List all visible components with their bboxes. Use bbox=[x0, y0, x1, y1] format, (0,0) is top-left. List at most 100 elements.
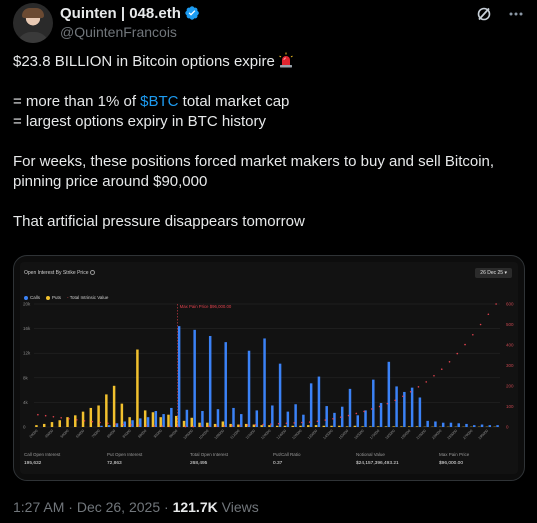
put-bar bbox=[384, 426, 388, 427]
call-bar bbox=[457, 423, 460, 427]
police-siren-emoji bbox=[279, 52, 293, 68]
put-bar bbox=[174, 415, 178, 427]
author-name-row: Quinten | 048.eth bbox=[60, 4, 200, 22]
put-bar bbox=[376, 426, 380, 427]
intrinsic-value-point bbox=[200, 425, 202, 428]
put-bar bbox=[42, 423, 46, 427]
tweet-media-image[interactable]: Open Interest By Strike Price 26 Dec 25 … bbox=[13, 255, 525, 481]
put-bar bbox=[314, 425, 318, 427]
author-avatar[interactable] bbox=[13, 3, 53, 43]
intrinsic-value-point bbox=[68, 418, 70, 420]
put-bar bbox=[283, 425, 287, 427]
intrinsic-value-point bbox=[192, 425, 195, 428]
intrinsic-value-point bbox=[99, 421, 101, 424]
intrinsic-value-point bbox=[285, 422, 288, 425]
verified-badge-icon bbox=[185, 6, 199, 20]
intrinsic-value-point bbox=[324, 419, 327, 421]
x-tick-label: 92000 bbox=[153, 429, 163, 439]
stat-label: Total Open Interest bbox=[190, 452, 229, 457]
put-bar bbox=[206, 422, 209, 427]
intrinsic-value-point bbox=[479, 323, 482, 326]
intrinsic-value-point bbox=[254, 424, 257, 426]
more-options-icon[interactable] bbox=[507, 5, 525, 23]
call-bar bbox=[278, 363, 282, 427]
x-tick-label: 84000 bbox=[122, 429, 132, 439]
intrinsic-value-point bbox=[308, 421, 311, 423]
call-bar bbox=[115, 423, 119, 427]
y-left-tick-label: 16k bbox=[23, 326, 31, 331]
intrinsic-value-point bbox=[231, 424, 233, 427]
intrinsic-value-point bbox=[347, 414, 350, 417]
call-bar bbox=[294, 404, 297, 427]
btc-cashtag-link[interactable]: $BTC bbox=[140, 93, 179, 110]
author-display-name[interactable]: Quinten | 048.eth bbox=[60, 4, 181, 22]
call-bar bbox=[449, 422, 453, 427]
y-right-tick-label: 400 bbox=[506, 343, 514, 348]
legend-calls-label: Calls bbox=[30, 295, 41, 300]
put-bar bbox=[221, 421, 225, 427]
put-bar bbox=[151, 412, 155, 427]
call-bar bbox=[170, 407, 173, 427]
call-bar bbox=[177, 326, 181, 427]
put-bar bbox=[361, 426, 364, 427]
call-bar bbox=[224, 342, 227, 427]
intrinsic-value-point bbox=[91, 420, 94, 423]
y-right-tick-label: 100 bbox=[506, 404, 514, 409]
intrinsic-value-point bbox=[138, 424, 140, 427]
date-selector[interactable]: 26 Dec 25 ▾ bbox=[475, 268, 512, 278]
put-bar bbox=[97, 405, 100, 427]
call-bar bbox=[348, 388, 352, 427]
call-bar bbox=[441, 422, 445, 427]
put-bar bbox=[66, 417, 69, 427]
x-tick-label: 108000 bbox=[214, 429, 225, 440]
y-left-tick-label: 20k bbox=[23, 302, 31, 307]
tweet-time[interactable]: 1:27 AM bbox=[13, 499, 65, 515]
legend-intrinsic-label: Total Intrinsic Value bbox=[69, 295, 109, 300]
tweet-header: Quinten | 048.eth @QuintenFrancois bbox=[13, 3, 525, 43]
put-bar bbox=[213, 423, 217, 427]
x-tick-label: 112000 bbox=[229, 429, 240, 440]
x-tick-label: 128000 bbox=[291, 429, 302, 440]
intrinsic-value-point bbox=[409, 390, 412, 393]
call-bar bbox=[107, 425, 111, 427]
open-interest-chart: Open Interest By Strike Price 26 Dec 25 … bbox=[20, 262, 518, 474]
put-bar bbox=[268, 425, 271, 427]
intrinsic-value-point bbox=[448, 361, 451, 363]
y-right-tick-label: 300 bbox=[506, 363, 514, 368]
meta-separator-2: · bbox=[164, 499, 169, 515]
intrinsic-value-point bbox=[60, 416, 62, 419]
intrinsic-value-point bbox=[402, 395, 404, 398]
chart-legend: Calls Puts - Total Intrinsic Value bbox=[24, 295, 108, 300]
y-right-tick-label: 600 bbox=[506, 302, 514, 307]
intrinsic-value-point bbox=[472, 333, 474, 336]
stat-1: Put Open Interest 72,863 bbox=[103, 450, 186, 474]
put-bar bbox=[392, 426, 395, 427]
intrinsic-value-point bbox=[223, 425, 226, 427]
intrinsic-value-point bbox=[161, 425, 163, 427]
put-bar bbox=[112, 385, 116, 427]
y-right-tick-label: 200 bbox=[506, 384, 514, 389]
intrinsic-value-point bbox=[122, 423, 125, 426]
intrinsic-value-point bbox=[487, 313, 490, 316]
tweet-date[interactable]: Dec 26, 2025 bbox=[76, 499, 161, 515]
x-tick-label: 290000 bbox=[478, 429, 489, 440]
put-bar bbox=[322, 425, 326, 427]
max-pain-label: Max Pain Price $96,000.00 bbox=[180, 304, 232, 309]
put-bar bbox=[345, 426, 349, 427]
x-tick-label: 88000 bbox=[137, 429, 147, 439]
put-bar bbox=[143, 410, 147, 427]
intrinsic-value-point bbox=[355, 412, 358, 415]
grok-icon[interactable] bbox=[475, 5, 493, 23]
tweet-line-2-suffix: total market cap bbox=[178, 93, 290, 110]
call-bar bbox=[146, 417, 150, 427]
y-right-tick-label: 500 bbox=[506, 322, 514, 327]
intrinsic-value-point bbox=[270, 423, 272, 425]
call-bar bbox=[302, 414, 305, 427]
put-bar bbox=[353, 425, 357, 427]
intrinsic-value-point bbox=[433, 374, 435, 377]
date-selector-label: 26 Dec 25 bbox=[480, 270, 504, 276]
put-bar bbox=[128, 417, 131, 427]
author-handle[interactable]: @QuintenFrancois bbox=[60, 24, 177, 40]
header-actions bbox=[475, 3, 525, 25]
x-tick-label: 135000 bbox=[307, 429, 318, 440]
